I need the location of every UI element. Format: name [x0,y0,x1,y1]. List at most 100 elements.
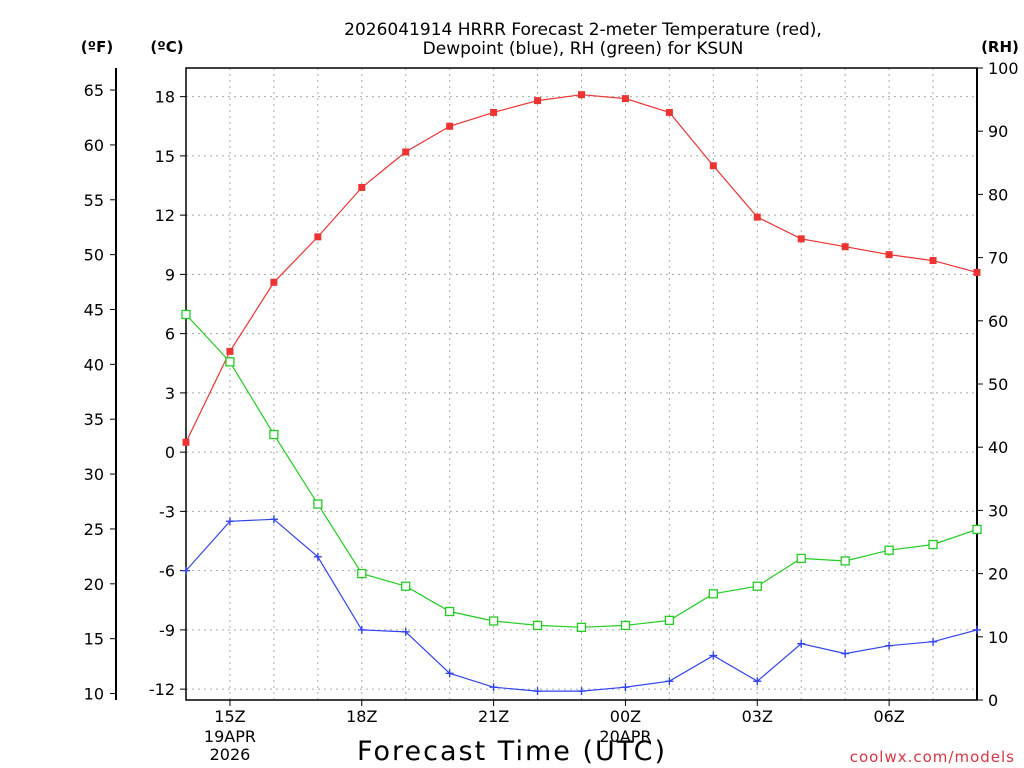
temperature-point [665,108,673,116]
f-tick-label: 35 [84,410,104,429]
dewpoint-point [357,625,366,634]
temperature-point [578,91,585,99]
rh-tick-label: 90 [988,122,1008,141]
rh-point [664,615,675,626]
c-tick-label: -3 [159,502,175,521]
rh-point [225,357,235,367]
dewpoint-point [533,687,542,696]
c-tick-label: -12 [149,680,175,699]
rh-point [313,499,323,509]
temperature-point [182,438,190,446]
rh-tick-label: 50 [988,375,1008,394]
f-tick-label: 15 [84,630,104,649]
dewpoint-point [841,649,850,658]
f-tick-label: 50 [84,246,104,265]
rh-point [884,545,894,555]
temperature-point [314,233,322,241]
x-tick-label: 18Z [346,707,377,726]
dewpoint-point [225,517,234,526]
dewpoint-point [313,552,322,561]
unit-label-rh: (RH) [981,38,1019,56]
dewpoint-point [709,651,718,660]
rh-point [488,616,499,626]
x-tick-label: 00Z [610,707,641,726]
f-tick-label: 30 [84,465,104,484]
chart-title-line1: 2026041914 HRRR Forecast 2-meter Tempera… [344,20,822,40]
dewpoint-point [665,677,674,686]
axes [115,67,978,701]
dewpoint-point [182,566,190,575]
rh-point [269,429,279,440]
rh-tick-label: 100 [988,59,1019,78]
c-tick-label: 0 [165,443,175,462]
c-tick-label: 12 [155,206,175,225]
watermark: coolwx.com/models [850,748,1015,766]
rh-point [752,581,762,591]
rh-tick-label: 0 [988,691,998,710]
x-tick-date: 20APR [599,727,651,746]
rh-point [620,620,631,631]
dewpoint-line [185,518,978,692]
rh-point [840,556,850,566]
x-tick-label: 03Z [742,707,773,726]
x-tick-label: 06Z [873,707,904,726]
rh-point [928,539,938,550]
temperature-point [446,122,454,130]
dewpoint-point [885,641,894,650]
f-tick-label: 10 [84,685,104,704]
dewpoint-point [577,687,586,696]
rh-point [532,620,543,631]
x-tick-date: 19APR [204,727,256,746]
temperature-point [226,347,234,355]
grid-lines [186,68,977,700]
dewpoint-point [269,515,278,524]
rh-tick-label: 60 [988,312,1008,331]
unit-label-c: (ºC) [150,38,183,56]
rh-point [972,524,982,535]
tick-labels: -12 -9 -6 -3 0 3 6 9 12 15 18 10 15 20 25 30 35 40 45 50 55 6… [84,59,1019,764]
rh-point [708,589,718,599]
x-tick-label: 15Z [214,707,245,726]
temperature-point [490,108,498,116]
dewpoint-point [973,625,981,634]
rh-tick-label: 10 [988,628,1008,647]
c-tick-label: 18 [155,88,175,107]
dewpoint-point [753,677,762,686]
dewpoint-point [489,683,498,692]
temperature-point [797,235,805,243]
f-tick-label: 65 [84,81,104,100]
temperature-point [973,268,981,276]
rh-point [445,606,455,617]
temperature-point [358,183,366,191]
temperature-point [621,95,629,103]
chart-title-line2: Dewpoint (blue), RH (green) for KSUN [423,39,744,59]
f-tick-label: 55 [84,191,104,210]
rh-point [181,309,191,320]
f-tick-label: 60 [84,136,104,155]
dewpoint-point [797,639,806,648]
temperature-point [753,213,761,221]
temperature-point [841,243,849,251]
f-tick-label: 25 [84,520,104,539]
rh-tick-label: 20 [988,565,1008,584]
dewpoint-point [929,637,938,646]
dewpoint-point [445,669,454,678]
unit-label-f: (ºF) [81,38,113,56]
dewpoint-point [401,627,410,636]
temperature-point [709,162,717,170]
c-tick-label: 3 [165,384,175,403]
c-tick-label: 9 [165,265,175,284]
rh-tick-label: 30 [988,501,1008,520]
c-tick-label: -9 [159,621,175,640]
f-tick-label: 40 [84,355,104,374]
temperature-point [885,251,893,259]
rh-tick-label: 80 [988,185,1008,204]
x-tick-label: 21Z [478,707,509,726]
x-axis-label: Forecast Time (UTC) [357,736,667,767]
dewpoint-point [621,683,630,692]
temperature-point [270,278,278,286]
data-series [181,91,982,696]
f-tick-label: 20 [84,575,104,594]
f-tick-label: 45 [84,300,104,319]
